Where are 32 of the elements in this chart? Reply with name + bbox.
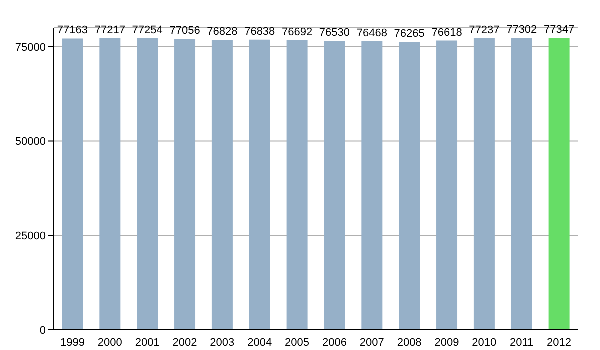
- data-label: 77163: [57, 24, 88, 37]
- y-tick-label: 50000: [15, 136, 46, 148]
- data-label: 76618: [432, 26, 462, 39]
- data-label: 76468: [356, 27, 388, 40]
- x-tick-label: 2001: [135, 336, 160, 349]
- x-tick-label: 2004: [248, 336, 272, 349]
- data-label: 77347: [544, 24, 575, 36]
- x-tick-label: 2011: [510, 336, 534, 349]
- data-label: 76692: [282, 26, 313, 38]
- y-tick-label: 75000: [15, 42, 46, 54]
- x-tick-label: 2003: [210, 336, 235, 349]
- x-tick-label: 2005: [285, 336, 310, 349]
- data-label: 76838: [244, 26, 276, 38]
- data-label: 77217: [94, 24, 126, 37]
- x-tick-label: 2002: [172, 336, 198, 349]
- data-label: 76828: [207, 26, 238, 38]
- data-label: 77056: [170, 25, 200, 38]
- y-tick-label: 0: [40, 324, 46, 337]
- x-tick-label: 1999: [60, 336, 85, 349]
- data-label: 76265: [394, 28, 425, 40]
- data-label: 76530: [319, 27, 350, 40]
- x-tick-label: 2012: [547, 336, 572, 349]
- x-tick-label: 2006: [322, 336, 347, 349]
- x-tick-label: 2008: [397, 336, 422, 349]
- y-tick-label: 25000: [15, 230, 46, 243]
- data-label: 77302: [506, 24, 538, 36]
- data-label: 77237: [469, 24, 500, 36]
- x-tick-label: 2007: [360, 336, 384, 349]
- x-tick-label: 2000: [98, 336, 122, 349]
- data-label: 77254: [132, 24, 163, 36]
- x-tick-label: 2010: [472, 336, 497, 349]
- x-tick-label: 2009: [434, 336, 460, 349]
